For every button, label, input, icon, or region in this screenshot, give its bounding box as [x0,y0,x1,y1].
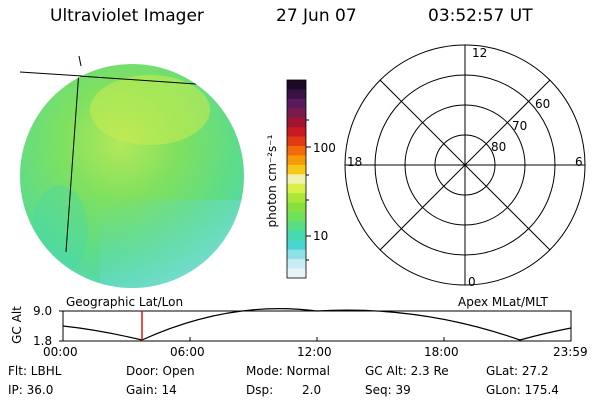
colorbar-segment [287,89,306,100]
strip-xtick-0: 00:00 [43,345,78,359]
colorbar-segment [287,146,306,156]
colorbar-segment [287,259,306,270]
strip-xtick-4: 23:59 [553,345,588,359]
dsp-value: 2.0 [302,383,322,397]
strip-left-title: Geographic Lat/Lon [66,295,184,309]
time-label: 03:52:57 UT [428,6,533,26]
colorbar-segment [287,164,306,175]
lon-grid-line [65,64,81,253]
polar-plot [344,44,586,286]
polar-lat-label-70: 70 [512,119,528,133]
colorbar-unit-label: photon cm⁻²s⁻¹ [265,134,279,228]
colorbar-segment [287,108,306,119]
colorbar-segment [287,268,306,279]
colorbar-segment [287,183,306,194]
polar-lat-label-60: 60 [535,97,551,111]
seq-info: Seq: 39 [365,383,411,397]
colorbar-segment [287,193,306,204]
dsp-label: Dsp: [246,383,274,397]
colorbar-segment [287,155,306,166]
colorbar-segment [287,221,306,232]
strip-xtick-3: 18:00 [424,345,459,359]
polar-lat-label-80: 80 [491,140,507,154]
strip-right-title: Apex MLat/MLT [458,295,548,309]
colorbar-segment [287,98,306,109]
colorbar-segment [287,230,306,241]
colorbar-segment [287,174,306,185]
gc-alt-info: GC Alt: 2.3 Re [365,364,449,378]
glon-info: GLon: 175.4 [486,383,559,397]
colorbar-tick-label-100: 100 [313,141,336,155]
gain-info: Gain: 14 [126,383,177,397]
strip-ytick-bottom: 1.8 [33,334,53,348]
filter-info: Flt: LBHL [8,364,62,378]
strip-xtick-2: 12:00 [297,345,332,359]
polar-label-left: 18 [347,155,363,169]
colorbar-segment [287,202,306,213]
ip-info: IP: 36.0 [8,383,54,397]
color-scale-bar [287,80,306,279]
colorbar-segment [287,240,306,251]
glat-info: GLat: 27.2 [486,364,549,378]
colorbar-segment [287,117,306,128]
instrument-title: Ultraviolet Imager [50,6,204,26]
colorbar-segment [287,249,306,260]
altitude-strip-chart [59,308,572,342]
colorbar-segment [287,127,306,138]
strip-y-label: GC Alt [10,306,24,344]
date-label: 27 Jun 07 [276,6,357,26]
polar-label-bottom: 0 [468,275,476,289]
mode-info: Mode: Normal [246,364,330,378]
strip-xtick-1: 06:00 [170,345,205,359]
door-info: Door: Open [126,364,195,378]
colorbar-segment [287,212,306,222]
colorbar-segment [287,136,306,147]
polar-label-top: 12 [472,46,488,60]
colorbar-tick-label-10: 10 [313,229,329,243]
colorbar-segment [287,80,306,90]
polar-label-right: 6 [575,155,583,169]
strip-ytick-top: 9.0 [33,304,53,318]
uv-earth-image [19,55,244,288]
